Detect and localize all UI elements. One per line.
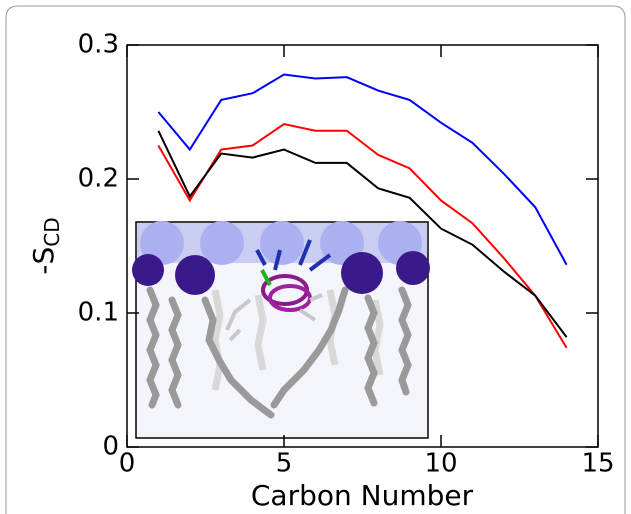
x-axis-label: Carbon Number (251, 479, 474, 512)
x-tick-label: 15 (581, 449, 614, 479)
inset-peptide (225, 239, 332, 342)
series-line (157, 122, 568, 349)
y-tick-label: 0.3 (78, 30, 119, 60)
plot-frame (126, 44, 599, 448)
series-line (157, 130, 568, 338)
y-tick-label: 0.2 (78, 164, 119, 194)
y-tick-label: 0.1 (78, 298, 119, 328)
x-tick-label: 10 (424, 449, 457, 479)
y-axis-label-main: -S (27, 247, 60, 275)
inset (132, 221, 430, 439)
y-axis-label: -SCD (27, 217, 64, 274)
series-line (157, 73, 568, 266)
x-tick-label: 0 (119, 449, 136, 479)
inset-tails (146, 286, 412, 419)
y-axis-label-sub: CD (40, 217, 64, 246)
plot (157, 73, 568, 349)
x-tick-label: 5 (276, 449, 293, 479)
frame (5, 5, 626, 514)
inset-spheres (132, 251, 430, 295)
y-tick-label: 0 (102, 432, 119, 462)
inset-back-spheres (140, 221, 422, 265)
